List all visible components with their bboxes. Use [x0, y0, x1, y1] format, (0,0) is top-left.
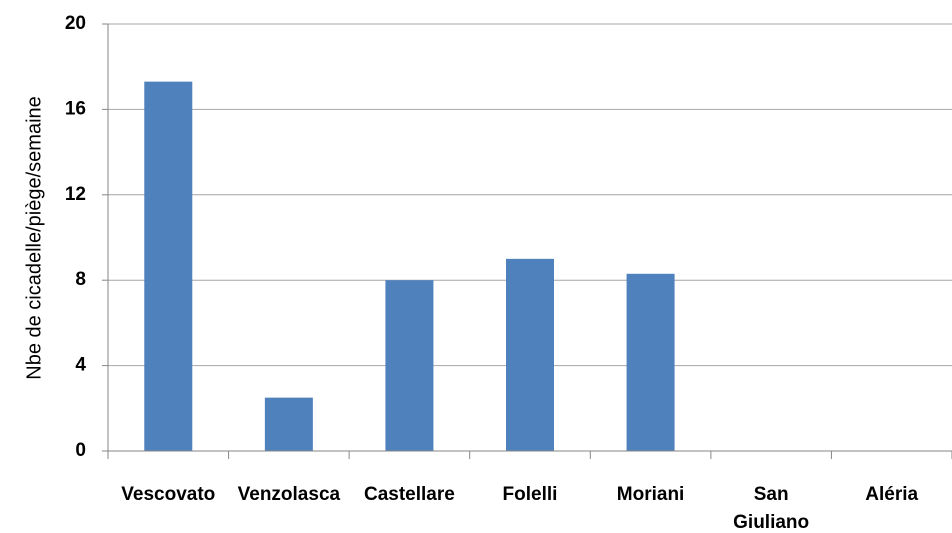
- x-tick-label: Folelli: [503, 484, 558, 505]
- x-tick-label: Castellare: [364, 484, 455, 505]
- x-tick-label: Venzolasca: [238, 484, 341, 505]
- axes: [102, 23, 952, 459]
- y-tick-label: 16: [65, 98, 86, 119]
- bar-venzolasca: [264, 397, 313, 451]
- bars: [144, 81, 675, 452]
- x-tick-label: Moriani: [617, 484, 685, 505]
- x-tick-label: San: [754, 484, 789, 505]
- y-tick-label: 8: [75, 269, 86, 290]
- y-tick-label: 0: [75, 440, 86, 461]
- y-tick-labels: 0 4 8 12 16 20: [65, 13, 87, 461]
- x-tick-label: Vescovato: [121, 484, 215, 505]
- y-axis-title: Nbe de cicadelle/piège/semaine: [23, 96, 45, 380]
- bar-vescovato: [144, 81, 193, 452]
- bar-folelli: [506, 258, 554, 451]
- y-tick-label: 4: [75, 355, 86, 376]
- x-tick-label: Aléria: [865, 484, 918, 505]
- gridlines: [108, 23, 952, 367]
- x-tick-label: Giuliano: [733, 512, 809, 533]
- bar-castellare: [385, 280, 434, 451]
- y-tick-label: 12: [65, 184, 86, 205]
- y-tick-label: 20: [65, 13, 86, 34]
- bar-moriani: [626, 273, 675, 451]
- x-tick-labels: Vescovato Venzolasca Castellare Folelli Mori…: [121, 484, 918, 533]
